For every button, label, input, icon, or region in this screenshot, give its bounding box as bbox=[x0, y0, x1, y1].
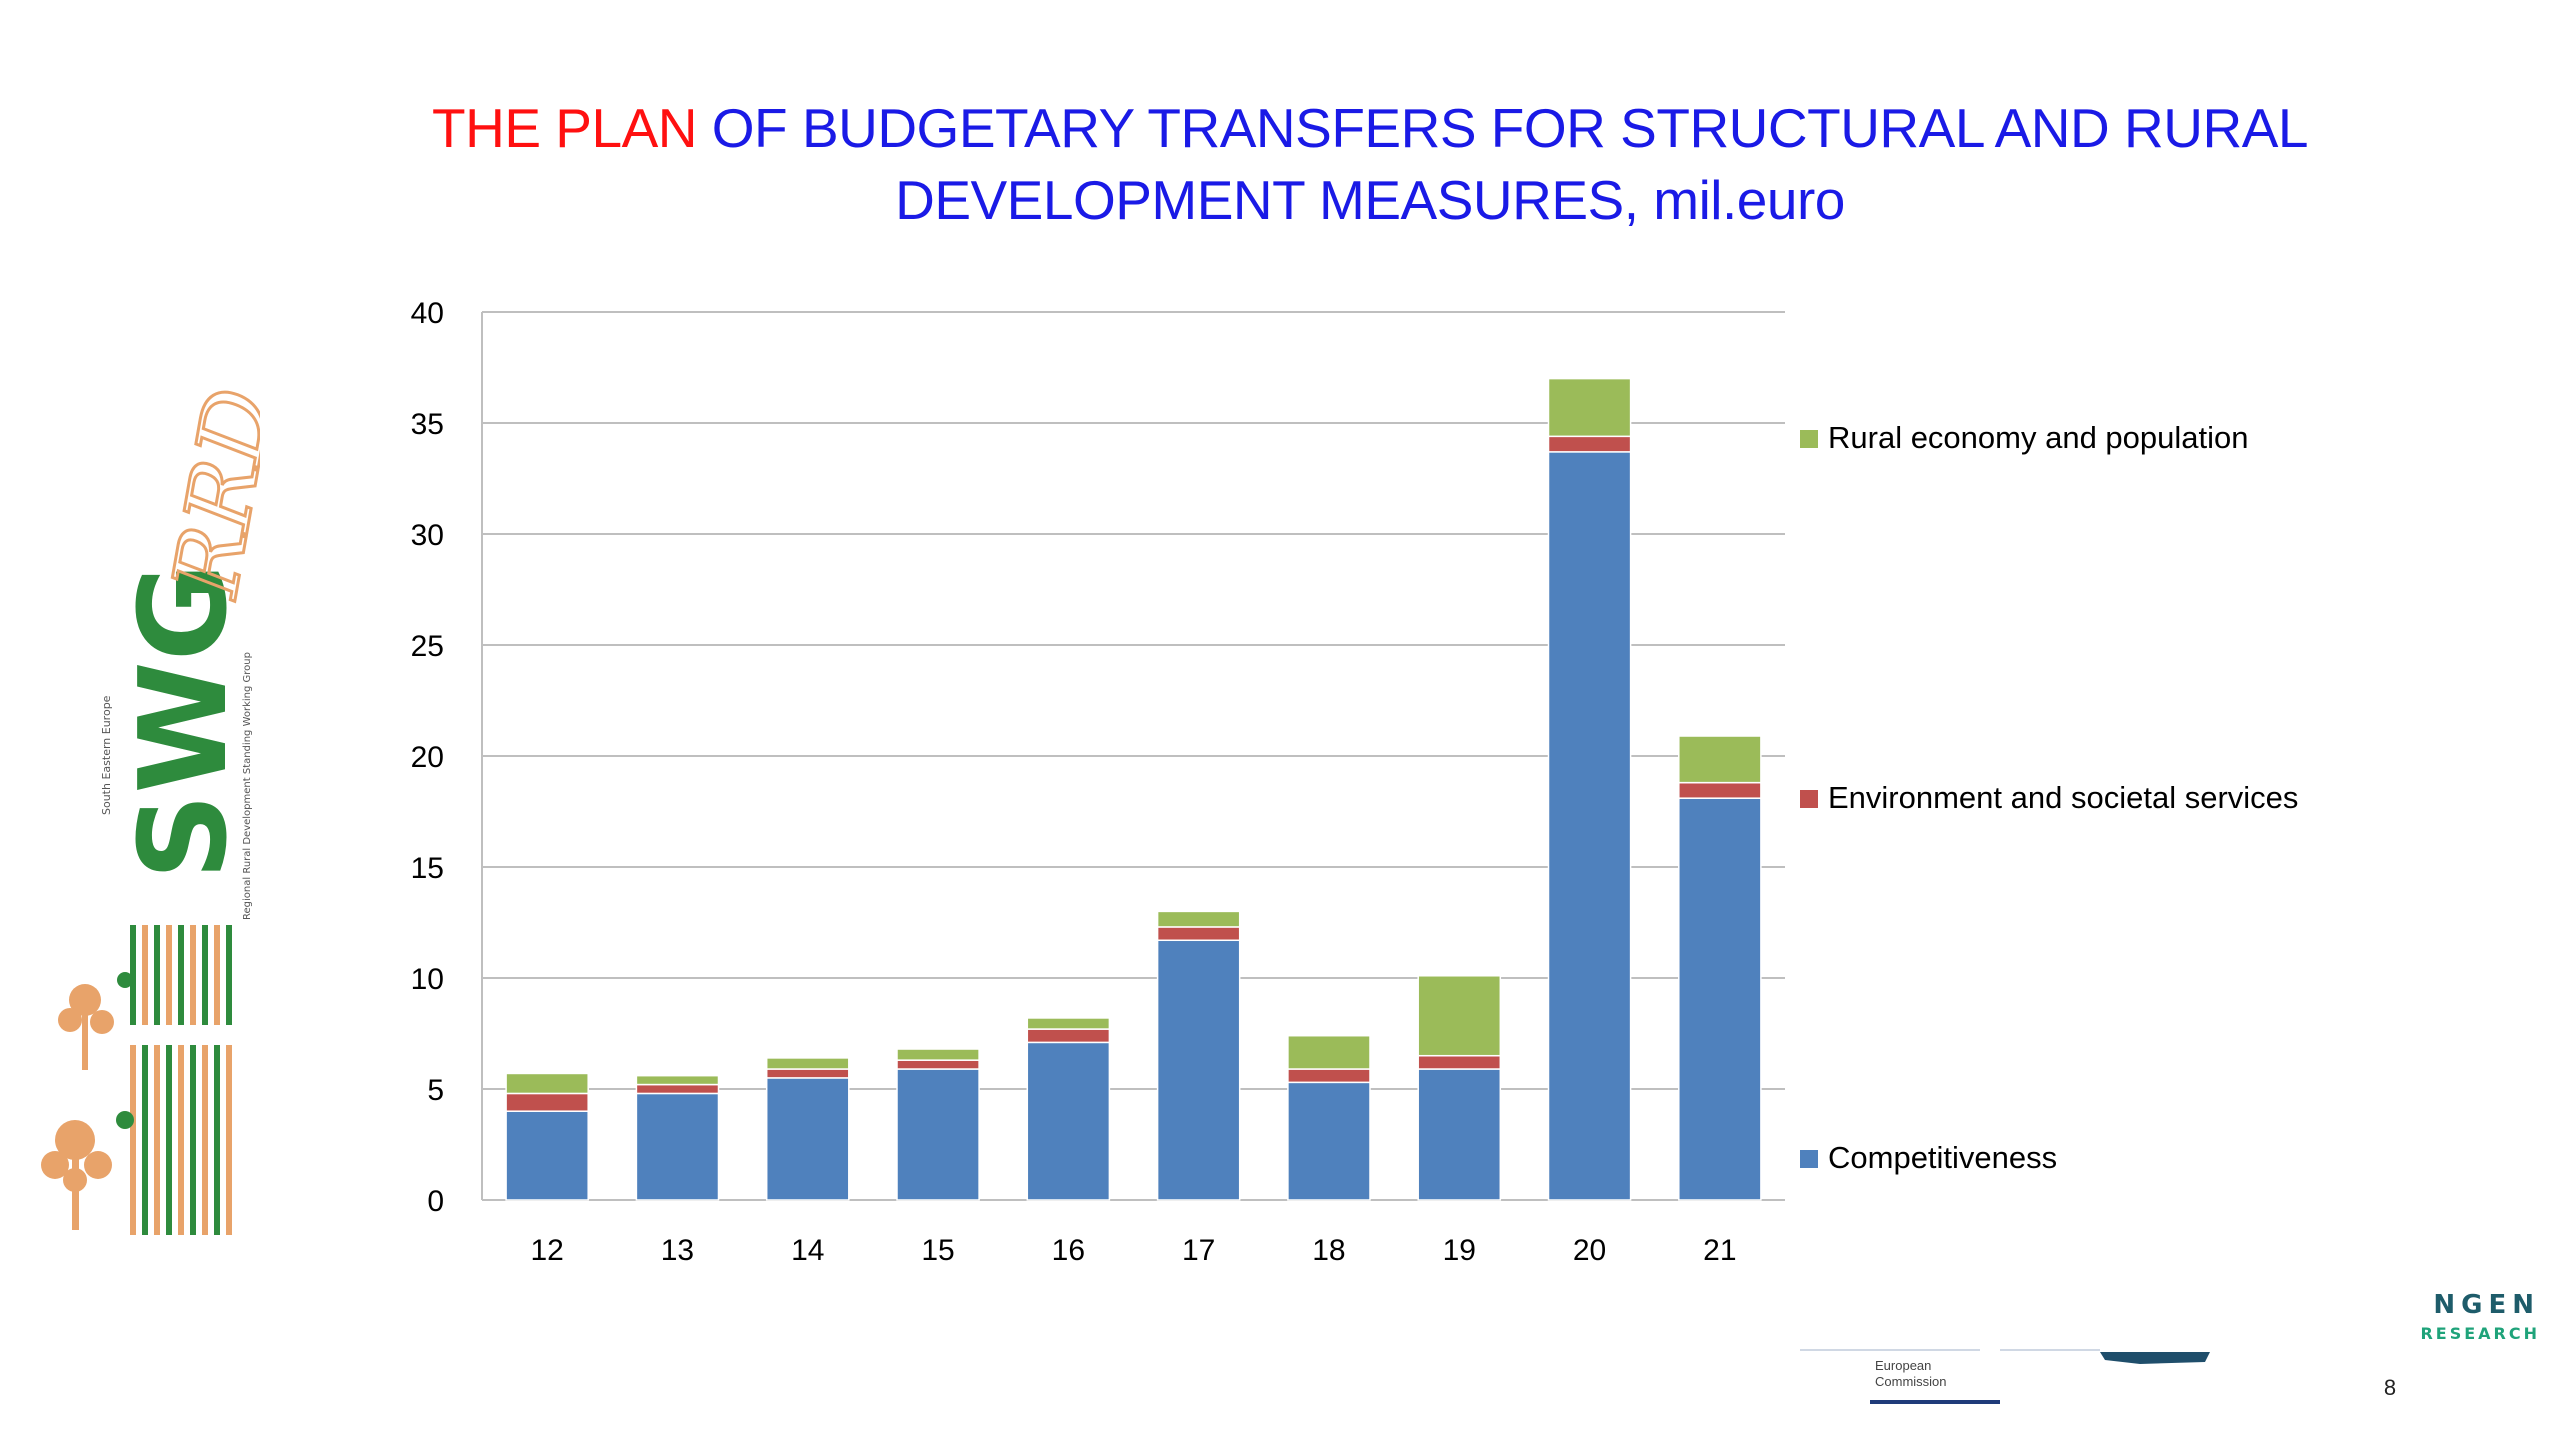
bar-segment-competitiveness bbox=[896, 1068, 980, 1201]
bar-segment-environment-and-societal-services bbox=[1678, 781, 1762, 799]
y-tick-label: 0 bbox=[427, 1185, 444, 1218]
logo-barcode bbox=[130, 925, 232, 1235]
logo-side-text-1: South Eastern Europe bbox=[100, 695, 113, 815]
bar-segment-rural-economy-and-population bbox=[1287, 1034, 1371, 1070]
bar-segment-environment-and-societal-services bbox=[1417, 1054, 1502, 1070]
bar-segment-competitiveness bbox=[1417, 1068, 1502, 1201]
y-tick-label: 15 bbox=[411, 852, 444, 885]
x-tick-label: 19 bbox=[1443, 1234, 1476, 1267]
logo-side-text-2: Regional Rural Development Standing Work… bbox=[242, 652, 253, 920]
page-number: 8 bbox=[2383, 1375, 2397, 1400]
x-tick-label: 20 bbox=[1573, 1234, 1606, 1267]
x-tick-label: 14 bbox=[791, 1234, 824, 1267]
legend: Rural economy and population Environment … bbox=[1800, 420, 2298, 1175]
y-tick-label: 10 bbox=[411, 963, 444, 996]
bar-segment-rural-economy-and-population bbox=[896, 1048, 980, 1061]
bar-segment-rural-economy-and-population bbox=[1547, 377, 1632, 438]
legend-label: Competitiveness bbox=[1828, 1140, 2057, 1175]
bar-segment-competitiveness bbox=[1026, 1041, 1111, 1201]
bar-segment-environment-and-societal-services bbox=[1026, 1028, 1111, 1044]
ngen-research-logo: NGEN RESEARCH bbox=[2380, 1290, 2540, 1343]
y-tick-label: 35 bbox=[411, 408, 444, 441]
ngen-logo-top: NGEN bbox=[2433, 1290, 2540, 1320]
swg-logo-graphic: SWG RRD South Eastern Europe Regional Ru… bbox=[41, 380, 294, 1235]
bar-segment-rural-economy-and-population bbox=[1678, 735, 1762, 784]
bar-segment-rural-economy-and-population bbox=[505, 1072, 589, 1095]
ec-logo-graphic bbox=[1800, 1349, 2210, 1404]
ec-text: European Commission bbox=[1875, 1358, 1947, 1390]
bar-segment-rural-economy-and-population bbox=[635, 1074, 720, 1086]
bar-segment-environment-and-societal-services bbox=[1156, 926, 1241, 942]
bar-segment-environment-and-societal-services bbox=[635, 1083, 720, 1095]
bar-segment-rural-economy-and-population bbox=[1417, 975, 1502, 1057]
bar-segment-rural-economy-and-population bbox=[765, 1057, 850, 1070]
swg-rrd-logo: SWG RRD South Eastern Europe Regional Ru… bbox=[30, 380, 294, 1240]
y-tick-label: 40 bbox=[411, 297, 444, 330]
legend-swatch bbox=[1800, 1150, 1818, 1168]
axes: 0 5 10 15 20 25 30 35 40 12 13 14 15 16 17 18 19 20 21 bbox=[411, 297, 1737, 1267]
bar-segment-competitiveness bbox=[505, 1110, 589, 1201]
legend-label: Rural economy and population bbox=[1828, 420, 2249, 455]
x-tick-label: 17 bbox=[1182, 1234, 1215, 1267]
ec-text-line-2: Commission bbox=[1875, 1374, 1947, 1389]
bar-segment-environment-and-societal-services bbox=[765, 1068, 850, 1079]
legend-swatch bbox=[1800, 430, 1818, 448]
x-tick-label: 18 bbox=[1312, 1234, 1345, 1267]
logo-script: RRD bbox=[153, 381, 260, 606]
bar-segment-competitiveness bbox=[635, 1092, 720, 1201]
y-tick-label: 30 bbox=[411, 519, 444, 552]
y-tick-label: 25 bbox=[411, 630, 444, 663]
x-tick-label: 21 bbox=[1703, 1234, 1736, 1267]
slide-title: THE PLAN OF BUDGETARY TRANSFERS FOR STRU… bbox=[380, 92, 2360, 236]
y-tick-label: 5 bbox=[427, 1074, 444, 1107]
logo-letters: SWG bbox=[115, 563, 254, 880]
bar-segment-environment-and-societal-services bbox=[896, 1059, 980, 1070]
ngen-logo-bottom: RESEARCH bbox=[2420, 1324, 2540, 1343]
title-rest: OF BUDGETARY TRANSFERS FOR STRUCTURAL AN… bbox=[711, 97, 2309, 159]
logo-tree-icon bbox=[41, 972, 134, 1230]
european-commission-logo: European Commission bbox=[1800, 1340, 2220, 1410]
bar-segment-rural-economy-and-population bbox=[1156, 910, 1241, 928]
x-tick-label: 12 bbox=[530, 1234, 563, 1267]
bar-segment-rural-economy-and-population bbox=[1026, 1017, 1111, 1030]
bar-segment-environment-and-societal-services bbox=[1287, 1068, 1371, 1084]
bars bbox=[505, 377, 1762, 1201]
y-tick-label: 20 bbox=[411, 741, 444, 774]
title-line-2: DEVELOPMENT MEASURES, mil.euro bbox=[895, 169, 1845, 231]
x-tick-label: 15 bbox=[921, 1234, 954, 1267]
bar-segment-competitiveness bbox=[1678, 797, 1762, 1201]
ec-flag-shape bbox=[2100, 1352, 2210, 1364]
title-highlight: THE PLAN bbox=[432, 97, 697, 159]
x-tick-label: 16 bbox=[1052, 1234, 1085, 1267]
bar-segment-competitiveness bbox=[1156, 939, 1241, 1201]
bar-segment-competitiveness bbox=[765, 1077, 850, 1201]
bar-segment-competitiveness bbox=[1287, 1081, 1371, 1201]
legend-swatch bbox=[1800, 790, 1818, 808]
bar-segment-competitiveness bbox=[1547, 451, 1632, 1201]
legend-label: Environment and societal services bbox=[1828, 780, 2298, 815]
bar-segment-environment-and-societal-services bbox=[505, 1092, 589, 1112]
bar-segment-environment-and-societal-services bbox=[1547, 435, 1632, 453]
x-tick-label: 13 bbox=[661, 1234, 694, 1267]
ec-text-line-1: European bbox=[1875, 1358, 1932, 1373]
